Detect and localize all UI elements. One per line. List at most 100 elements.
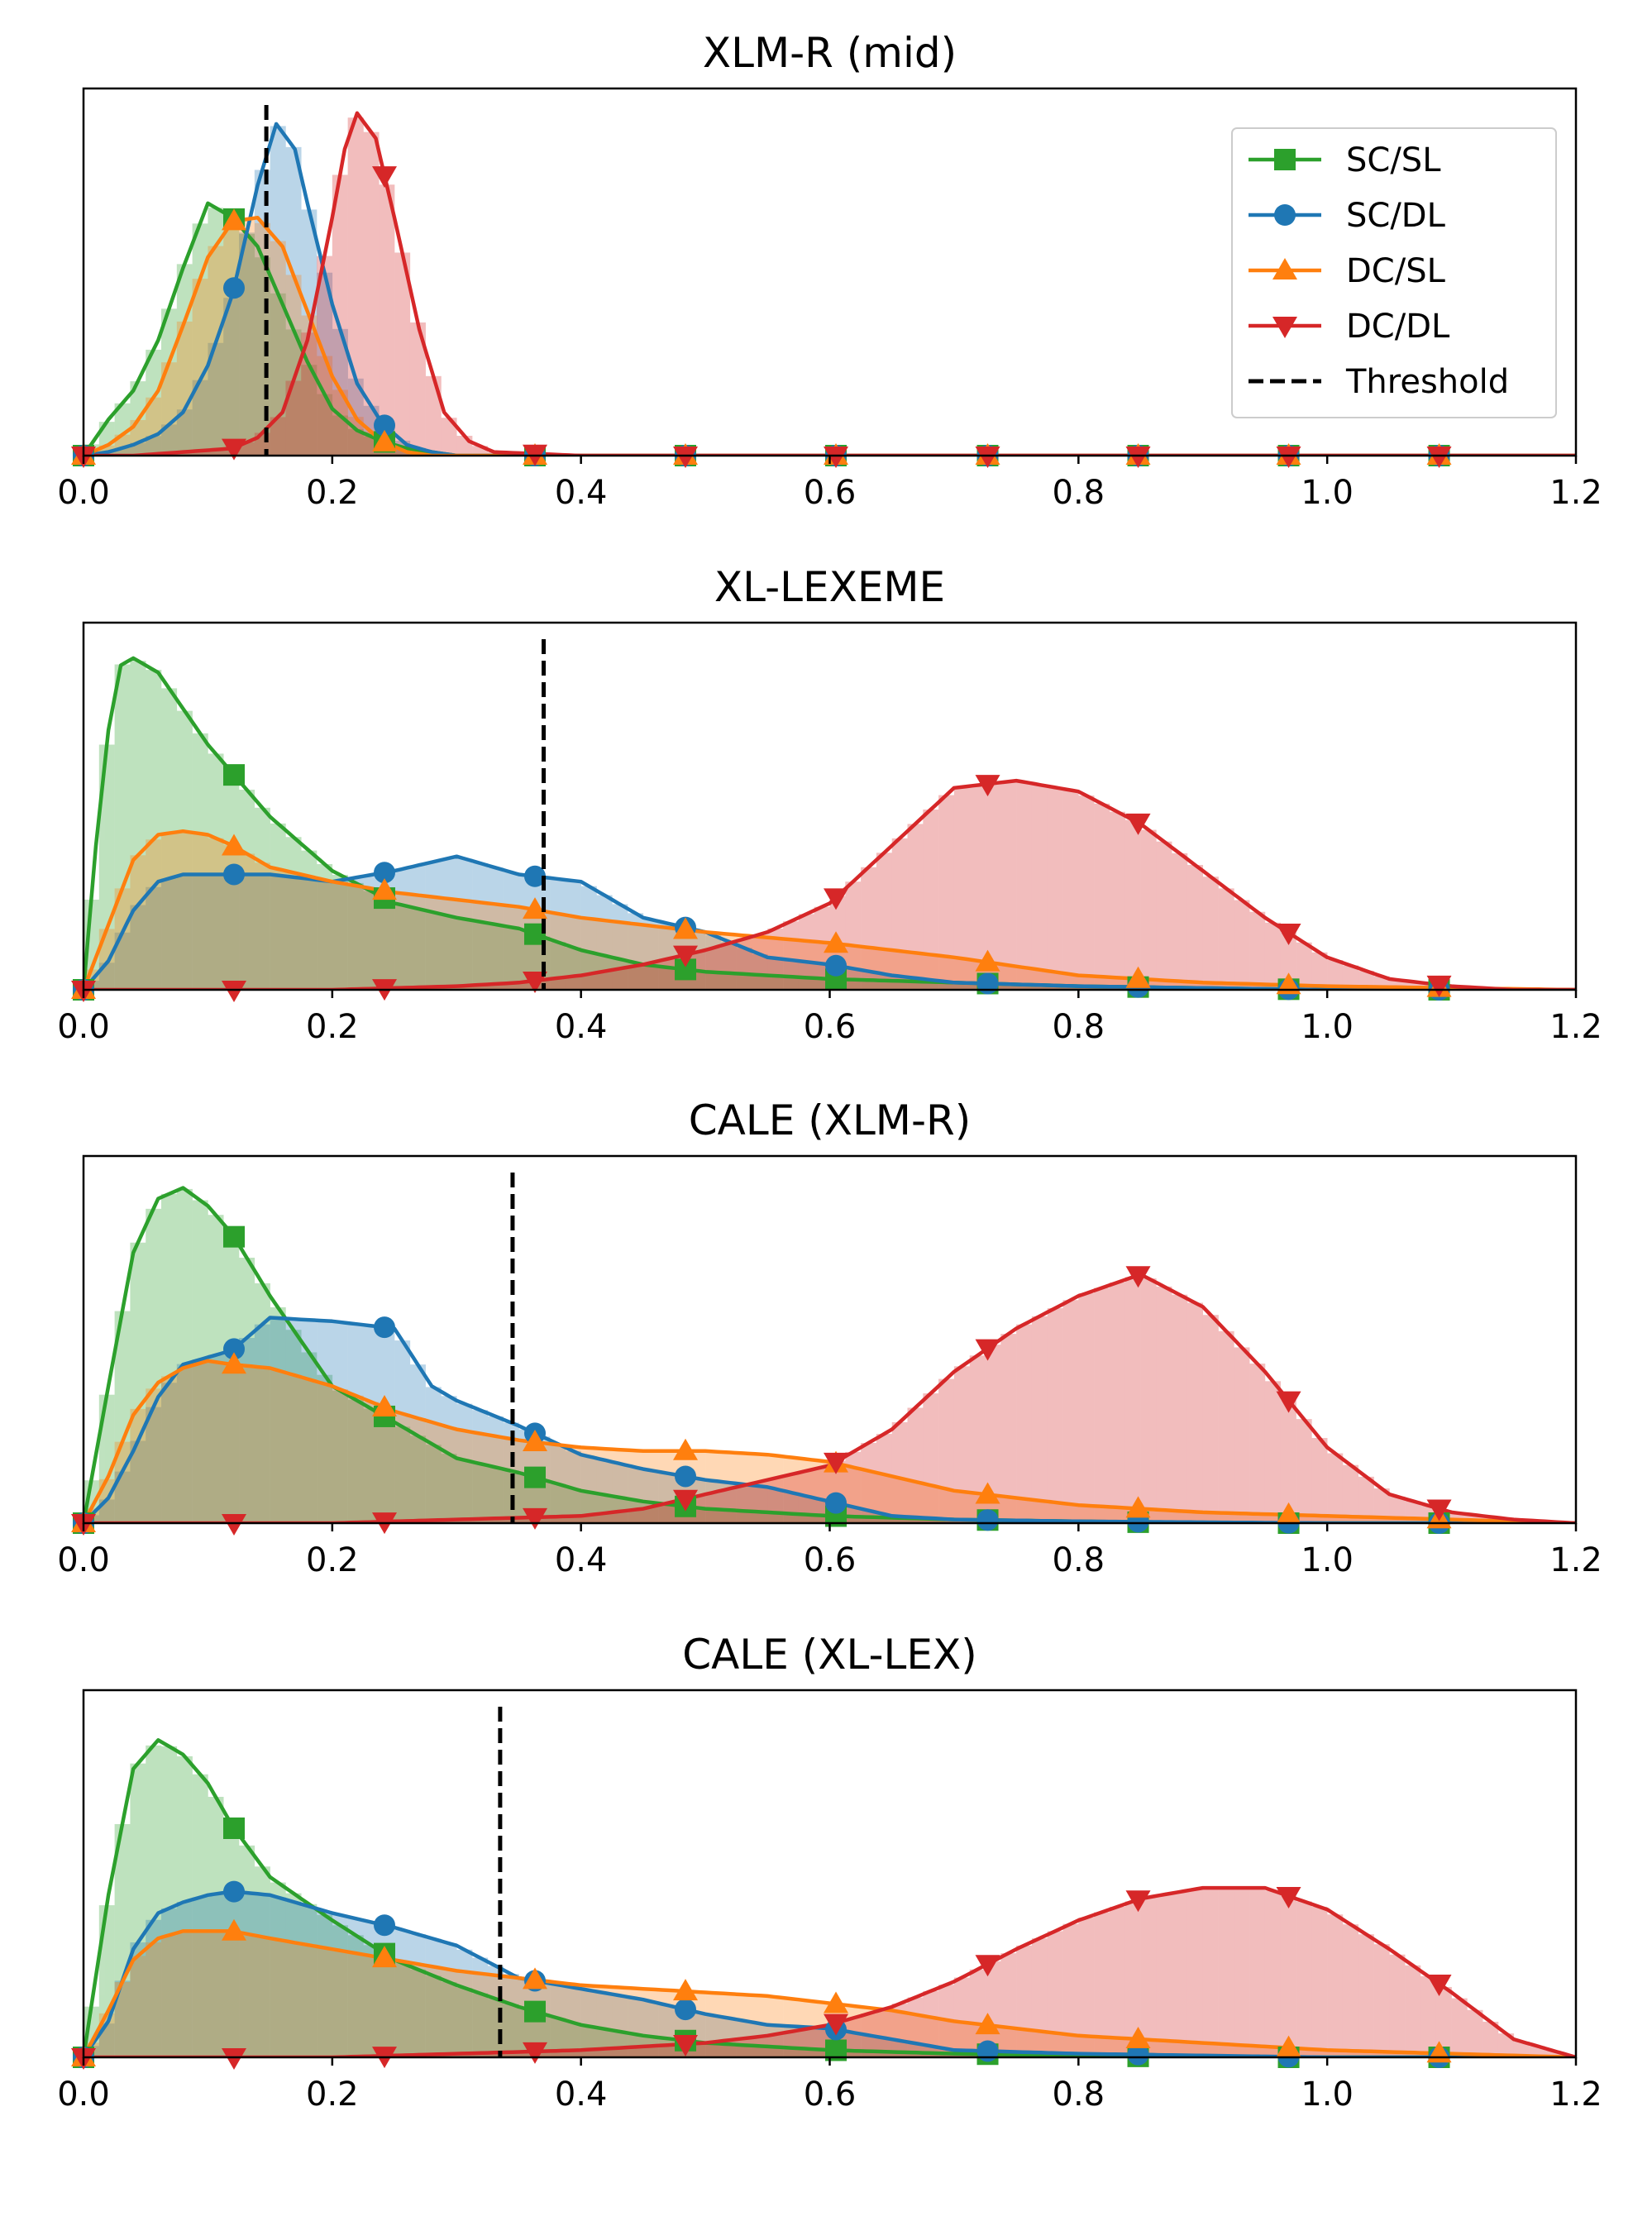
- x-tick-label: 0.4: [555, 2076, 608, 2114]
- histogram-bar: [239, 1845, 255, 2057]
- histogram-bar: [456, 919, 473, 990]
- histogram-bar: [580, 1456, 597, 1523]
- x-tick-label: 1.2: [1549, 474, 1602, 512]
- histogram-bar: [1047, 787, 1063, 990]
- histogram-bar: [239, 1257, 255, 1523]
- histogram-bar: [1389, 2052, 1406, 2057]
- histogram-bar: [1342, 1924, 1359, 2057]
- histogram-bar: [146, 1942, 162, 2057]
- histogram-bar: [1264, 1890, 1282, 2057]
- histogram-bar: [907, 981, 924, 990]
- histogram-bar: [550, 1483, 566, 1523]
- histogram-bar: [441, 1981, 457, 2057]
- histogram-bar: [642, 919, 659, 990]
- data-point: [222, 208, 247, 231]
- histogram-bar: [176, 874, 193, 990]
- data-point: [223, 1817, 246, 1839]
- histogram-bar: [1156, 841, 1172, 990]
- histogram-bar: [208, 874, 224, 990]
- histogram-bar: [130, 905, 146, 990]
- histogram-bar: [379, 1417, 395, 1523]
- histogram-bar: [176, 710, 193, 990]
- histogram-bar: [891, 838, 908, 990]
- histogram-bar: [394, 905, 411, 990]
- histogram-bar: [1186, 1889, 1204, 2057]
- histogram-bar: [1497, 2033, 1515, 2057]
- plot-area: [84, 111, 1576, 456]
- histogram-bar: [1234, 1347, 1250, 1523]
- histogram-bar: [146, 1745, 162, 2057]
- histogram-bar: [736, 1453, 752, 1523]
- histogram-bar: [705, 2043, 722, 2057]
- legend-item-sc-sl: SC/SL: [1249, 141, 1441, 179]
- data-point: [1426, 975, 1452, 997]
- histogram-bar: [503, 1974, 519, 2057]
- histogram-bar: [907, 1997, 924, 2057]
- histogram-bar: [953, 1977, 971, 2057]
- data-point: [374, 1316, 396, 1339]
- histogram-bar: [332, 415, 348, 456]
- histogram-bar: [923, 2052, 939, 2057]
- histogram-bar: [1062, 1923, 1079, 2057]
- histogram-bar: [223, 1233, 240, 1523]
- histogram-bar: [192, 1897, 208, 2057]
- histogram-bar: [752, 2023, 768, 2057]
- x-tick-label: 0.0: [57, 1541, 110, 1579]
- histogram-bar: [628, 1998, 644, 2057]
- histogram-bar: [642, 963, 659, 990]
- histogram-bar: [720, 941, 737, 990]
- histogram-bar: [752, 975, 768, 990]
- histogram-bar: [798, 914, 814, 990]
- histogram-bar: [208, 449, 224, 456]
- histogram-bar: [1234, 1888, 1250, 2057]
- histogram-bar: [783, 1474, 800, 1523]
- histogram-bar: [1186, 865, 1204, 990]
- histogram-bar: [472, 921, 489, 990]
- data-point: [975, 1482, 1000, 1504]
- histogram-bar: [1296, 1515, 1312, 1523]
- histogram-bar: [441, 1454, 457, 1523]
- histogram-bar: [1078, 1505, 1095, 1523]
- chart-title: CALE (XLM-R): [689, 1096, 972, 1144]
- histogram-bar: [580, 1515, 597, 1523]
- histogram-bar: [270, 417, 286, 456]
- histogram-bar: [472, 1433, 489, 1523]
- histogram-bar: [394, 1340, 411, 1523]
- histogram-bar: [783, 921, 800, 990]
- histogram-bar: [317, 1374, 333, 1523]
- histogram-bar: [472, 1993, 489, 2057]
- data-point: [222, 981, 247, 1002]
- x-tick-label: 0.0: [57, 1008, 110, 1046]
- histogram-bar: [503, 927, 519, 990]
- data-point: [372, 1946, 398, 1968]
- histogram-bar: [518, 982, 535, 990]
- x-tick-label: 1.2: [1549, 2076, 1602, 2114]
- data-point: [824, 447, 849, 468]
- histogram-bar: [503, 1976, 519, 2057]
- histogram-bar: [628, 1509, 644, 1523]
- histogram-bar: [130, 419, 146, 456]
- histogram-bar: [861, 1442, 877, 1523]
- histogram-bar: [798, 1459, 814, 1523]
- histogram-bar: [861, 1517, 877, 1523]
- histogram-bar: [1311, 952, 1328, 990]
- histogram-bar: [347, 1324, 364, 1523]
- histogram-bar: [907, 1481, 924, 1523]
- histogram-bar: [1420, 1975, 1437, 2057]
- histogram-bar: [953, 1366, 971, 1523]
- histogram-bar: [1311, 1516, 1328, 1523]
- histogram-bar: [425, 912, 442, 990]
- histogram-bar: [192, 1774, 208, 2057]
- histogram-bar: [208, 1796, 224, 2057]
- histogram-bar: [192, 380, 208, 456]
- histogram-bar: [736, 1484, 752, 1523]
- histogram-bar: [409, 1969, 426, 2057]
- histogram-bar: [332, 880, 348, 990]
- chart-panel-3: CALE (XLM-R) 0.0 0.2 0.4 0.6 0.8 1.0 1.2: [57, 1096, 1602, 1579]
- histogram-bar: [192, 834, 208, 990]
- histogram-bar: [192, 874, 208, 990]
- histogram-bar: [612, 922, 628, 990]
- legend-item-dc-dl: DC/DL: [1249, 308, 1450, 346]
- histogram-bar: [953, 982, 971, 990]
- histogram-bar: [114, 1823, 131, 2057]
